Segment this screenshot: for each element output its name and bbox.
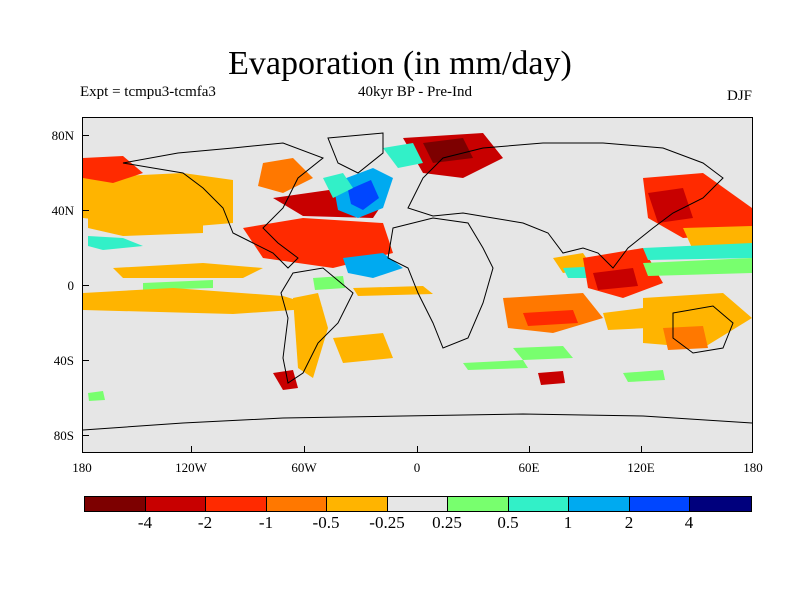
x-tick-mark xyxy=(417,446,418,453)
y-tick-mark xyxy=(82,135,89,136)
y-tick-label: 40N xyxy=(51,203,74,218)
colorbar-swatch xyxy=(448,497,509,511)
colorbar xyxy=(84,496,752,512)
colorbar-label: -0.5 xyxy=(312,513,340,532)
experiment-label: Expt = tcmpu3-tcmfa3 xyxy=(80,84,216,100)
colorbar-label: 2 xyxy=(624,513,634,532)
colorbar-swatch xyxy=(629,497,690,511)
colorbar-swatch xyxy=(206,497,267,511)
y-tick-mark xyxy=(82,435,89,436)
y-tick-mark xyxy=(82,210,89,211)
y-tick-label: 0 xyxy=(67,278,75,293)
x-tick-mark xyxy=(304,446,305,453)
colorbar-label: -0.25 xyxy=(369,513,405,532)
colorbar-label: -1 xyxy=(258,513,274,532)
y-tick-label: 40S xyxy=(53,353,74,368)
x-tick-mark xyxy=(191,446,192,453)
x-tick-label: 180 xyxy=(72,460,92,475)
coastlines xyxy=(83,132,752,431)
colorbar-swatch xyxy=(569,497,630,511)
plot-title: Evaporation (in mm/day) xyxy=(228,45,572,82)
colorbar-swatch xyxy=(327,497,388,511)
period-label: 40kyr BP - Pre-Ind xyxy=(357,84,473,100)
colorbar-swatch xyxy=(690,497,751,511)
x-tick-mark xyxy=(529,446,530,453)
colorbar-swatch xyxy=(387,497,448,511)
colorbar-swatch xyxy=(266,497,327,511)
x-tick-mark xyxy=(641,446,642,453)
colorbar-label: 1 xyxy=(563,513,573,532)
x-tick-label: 180 xyxy=(743,460,763,475)
y-tick-label: 80N xyxy=(51,128,74,143)
evaporation-map xyxy=(83,132,752,431)
y-tick-label: 80S xyxy=(53,428,74,443)
colorbar-swatch xyxy=(145,497,206,511)
x-tick-label: 120E xyxy=(627,460,655,475)
season-label: DJF xyxy=(726,88,752,104)
map-panel xyxy=(82,117,753,453)
x-tick-label: 60E xyxy=(518,460,540,475)
colorbar-label: 0.25 xyxy=(432,513,462,532)
colorbar-label: -4 xyxy=(137,513,153,532)
colorbar-swatch xyxy=(85,497,146,511)
colorbar-swatch xyxy=(508,497,569,511)
colorbar-label: -2 xyxy=(197,513,213,532)
x-tick-label: 60W xyxy=(291,460,317,475)
colorbar-label: 4 xyxy=(684,513,694,532)
x-tick-label: 0 xyxy=(413,460,421,475)
x-tick-label: 120W xyxy=(175,460,207,475)
y-tick-mark xyxy=(82,285,89,286)
y-tick-mark xyxy=(82,360,89,361)
colorbar-label: 0.5 xyxy=(497,513,519,532)
